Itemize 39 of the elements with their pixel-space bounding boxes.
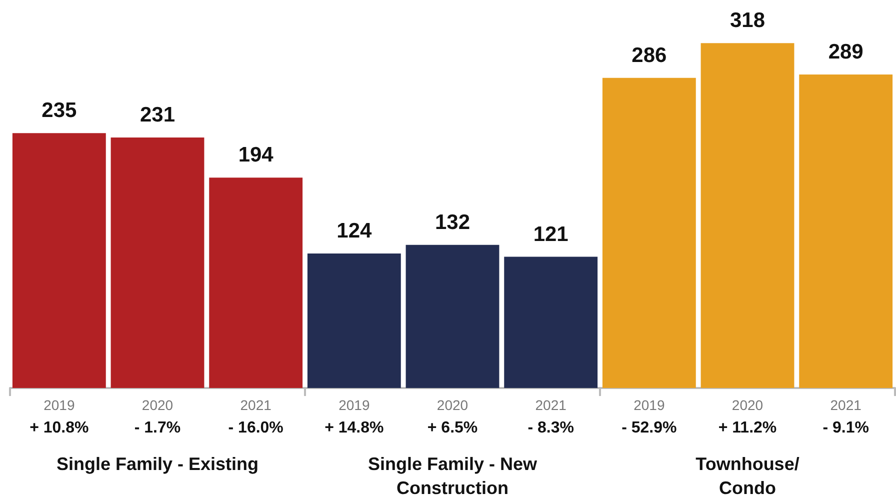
bar — [799, 74, 893, 388]
bar — [12, 133, 106, 388]
bar — [602, 78, 696, 388]
x-tick-label: 2019 — [44, 397, 75, 413]
text: - 9.1% — [822, 420, 869, 436]
x-tick-label: 2019 — [634, 397, 665, 413]
x-tick-label: 2021 — [535, 397, 567, 413]
x-tick-label: 2021 — [240, 397, 272, 413]
text: + 10.8% — [30, 420, 89, 436]
text: - 52.9% — [622, 420, 677, 436]
text: - 8.3% — [528, 420, 574, 436]
bar — [209, 178, 303, 388]
bar — [406, 244, 500, 388]
data-label: 318 — [730, 9, 766, 32]
data-label: 231 — [140, 103, 176, 126]
data-label: 132 — [434, 210, 470, 234]
text: Single Family - Existing — [56, 454, 259, 474]
data-label: 194 — [238, 144, 274, 167]
text: - 16.0% — [228, 420, 284, 436]
x-tick-label: 2020 — [732, 397, 764, 413]
data-label: 235 — [42, 99, 77, 122]
x-tick-label: 2020 — [142, 397, 174, 413]
text: - 1.7% — [134, 420, 181, 436]
text: Single Family - New Construction — [368, 454, 538, 498]
bar — [110, 137, 204, 388]
x-tick-label: 2019 — [338, 397, 370, 413]
text: Townhouse/ Condo — [696, 454, 800, 498]
data-label: 124 — [336, 220, 372, 243]
text: + 14.8% — [324, 420, 384, 436]
x-tick-label: 2021 — [830, 397, 862, 413]
text: + 6.5% — [427, 420, 478, 436]
data-label: 286 — [632, 44, 667, 67]
text: + 11.2% — [718, 420, 777, 436]
bar — [307, 254, 401, 388]
bar — [700, 43, 794, 388]
data-label: 121 — [533, 222, 569, 246]
bar — [504, 256, 598, 388]
x-tick-label: 2020 — [436, 397, 468, 413]
data-label: 289 — [828, 40, 864, 64]
